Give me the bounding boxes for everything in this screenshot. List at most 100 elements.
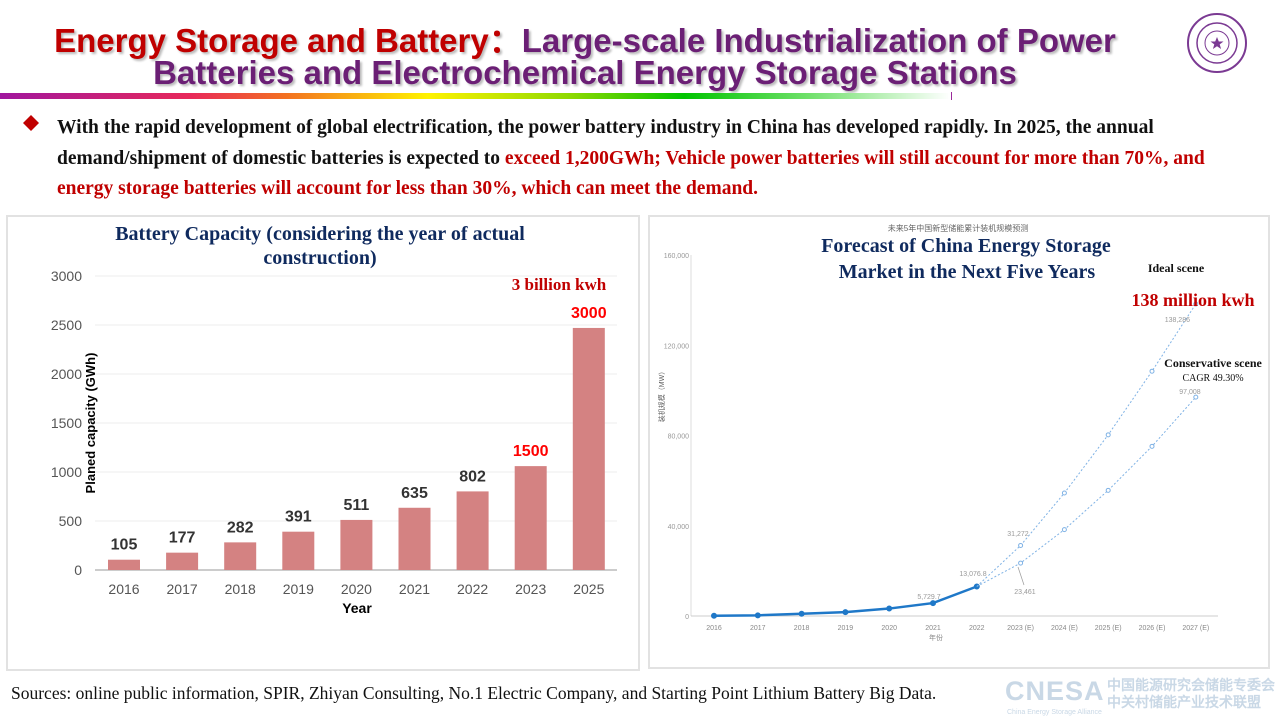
- bar-2018: [224, 542, 257, 570]
- divider-tick: [951, 92, 952, 100]
- intro-text: With the rapid development of global ele…: [57, 117, 1154, 169]
- data-point-ideal-scene-2024 (E): [1061, 490, 1067, 496]
- y-tick-label: 3000: [51, 268, 82, 284]
- bar-2016: [108, 559, 140, 570]
- page-title-line1: Energy Storage and Battery：Large-scale I…: [0, 14, 1170, 62]
- watermark-logo: CNESA: [1005, 676, 1105, 706]
- y-tick-label: 160,000: [664, 253, 689, 260]
- x-tick-label: 2018: [794, 625, 810, 632]
- university-seal-logo: [1187, 13, 1247, 73]
- y-tick-label: 2500: [51, 317, 82, 333]
- data-point-historical-2020: [886, 605, 893, 612]
- point-label-ideal-2023: 31,272: [1007, 531, 1029, 538]
- x-tick-label: 2023 (E): [1007, 625, 1034, 632]
- title-prefix: Energy Storage and Battery：: [54, 22, 522, 59]
- point-label-2022: 13,076.8: [959, 571, 986, 578]
- x-tick-label: 2025 (E): [1095, 625, 1122, 632]
- data-label-2018: 282: [227, 519, 254, 536]
- data-label-2023: 1500: [513, 443, 549, 460]
- y-tick-label: 120,000: [664, 343, 689, 350]
- sources-note: Sources: online public information, SPIR…: [11, 683, 937, 703]
- data-label-2020: 511: [343, 497, 369, 514]
- leader-line: [1017, 566, 1025, 586]
- x-tick-label: 2016: [108, 581, 139, 597]
- bar-2017: [166, 552, 199, 570]
- battery-capacity-chart-panel: Battery Capacity (considering the year o…: [6, 215, 640, 671]
- x-tick-label: 2020: [881, 625, 897, 632]
- chart-title-line2: construction): [263, 247, 376, 269]
- chart-subtitle-cn: 未来5年中国新型储能累计装机规模预测: [888, 223, 1028, 233]
- x-tick-label: 2016: [706, 625, 722, 632]
- y-tick-label: 80,000: [668, 434, 690, 441]
- series-line-ideal-scene: [976, 303, 1197, 587]
- y-tick-label: 0: [685, 614, 689, 621]
- data-label-2025: 3000: [571, 305, 607, 322]
- diamond-bullet-icon: [23, 115, 39, 131]
- x-tick-label: 2022: [457, 581, 488, 597]
- watermark-en: China Energy Storage Alliance: [1007, 709, 1102, 716]
- x-tick-label: 2017: [750, 625, 766, 632]
- data-label-2022: 802: [459, 468, 486, 485]
- data-point-conservative-scene-2026 (E): [1149, 443, 1155, 449]
- data-point-conservative-scene-2024 (E): [1061, 527, 1067, 533]
- x-tick-label: 2021: [399, 581, 430, 597]
- point-label-conservative-2027: 97,008: [1179, 389, 1201, 396]
- y-axis-label: Planed capacity (GWh): [83, 353, 98, 494]
- y-tick-label: 40,000: [668, 524, 690, 531]
- annotation-conservative-scene: Conservative scene: [1164, 356, 1262, 370]
- y-tick-label: 500: [59, 513, 83, 529]
- data-label-2017: 177: [169, 530, 196, 547]
- y-tick-label: 1500: [51, 415, 82, 431]
- chart-title-line1: Battery Capacity (considering the year o…: [115, 223, 525, 245]
- data-point-ideal-scene-2027 (E): [1193, 301, 1199, 307]
- data-point-historical-2017: [754, 612, 761, 619]
- data-point-ideal-scene-2025 (E): [1105, 432, 1111, 438]
- y-axis-label: 装机规模（MW）: [657, 368, 666, 422]
- chart-title-line1: Forecast of China Energy Storage: [821, 235, 1111, 257]
- bar-2025: [572, 327, 605, 570]
- data-point-ideal-scene-2026 (E): [1149, 368, 1155, 374]
- point-label-conservative-2023: 23,461: [1014, 589, 1036, 596]
- data-point-historical-2021: [930, 600, 936, 607]
- data-point-conservative-scene-2023 (E): [1018, 560, 1024, 566]
- x-tick-label: 2025: [573, 581, 604, 597]
- x-tick-label: 2026 (E): [1139, 625, 1166, 632]
- x-tick-label: 2022: [969, 625, 985, 632]
- energy-storage-forecast-line-chart: 未来5年中国新型储能累计装机规模预测 Forecast of China Ener…: [657, 223, 1262, 642]
- rainbow-divider: [0, 93, 950, 99]
- point-label-2021: 5,729.7: [917, 594, 940, 601]
- energy-storage-forecast-panel: 未来5年中国新型储能累计装机规模预测 Forecast of China Ener…: [648, 215, 1270, 669]
- x-tick-label: 2021: [925, 625, 941, 632]
- x-tick-label: 2023: [515, 581, 546, 597]
- intro-paragraph: With the rapid development of global ele…: [57, 113, 1257, 205]
- battery-capacity-bar-chart: Battery Capacity (considering the year o…: [51, 223, 617, 616]
- x-axis-label: 年份: [929, 633, 943, 642]
- data-point-historical-2016: [711, 612, 717, 619]
- x-tick-label: 2017: [167, 581, 198, 597]
- data-point-historical-2018: [798, 610, 805, 617]
- x-tick-label: 2020: [341, 581, 372, 597]
- bar-2023: [514, 466, 547, 570]
- data-label-2016: 105: [111, 537, 138, 554]
- series-line-conservative-scene: [976, 396, 1197, 587]
- x-tick-label: 2024 (E): [1051, 625, 1078, 632]
- x-tick-label: 2018: [225, 581, 256, 597]
- annotation-138-million-kwh: 138 million kwh: [1131, 290, 1254, 310]
- x-tick-label: 2019: [838, 625, 854, 632]
- annotation-3-billion-kwh: 3 billion kwh: [512, 275, 607, 294]
- data-point-conservative-scene-2027 (E): [1193, 394, 1199, 400]
- bar-2022: [456, 491, 489, 570]
- watermark-cn: 中国能源研究会储能专委会 中关村储能产业技术联盟: [1107, 677, 1275, 710]
- x-tick-label: 2019: [283, 581, 314, 597]
- cnesa-watermark: CNESA 中国能源研究会储能专委会 中关村储能产业技术联盟 China Energ…: [1005, 676, 1277, 720]
- annotation-ideal-scene: Ideal scene: [1148, 261, 1205, 275]
- bar-2020: [340, 519, 373, 570]
- data-point-historical-2019: [842, 609, 849, 616]
- page-title-line2: Batteries and Electrochemical Energy Sto…: [153, 54, 1017, 91]
- y-tick-label: 2000: [51, 366, 82, 382]
- y-tick-label: 0: [74, 562, 82, 578]
- title-rest: Large-scale Industrialization of Power: [521, 22, 1116, 59]
- bar-2021: [398, 507, 431, 570]
- y-tick-label: 1000: [51, 464, 82, 480]
- data-point-conservative-scene-2025 (E): [1105, 487, 1111, 493]
